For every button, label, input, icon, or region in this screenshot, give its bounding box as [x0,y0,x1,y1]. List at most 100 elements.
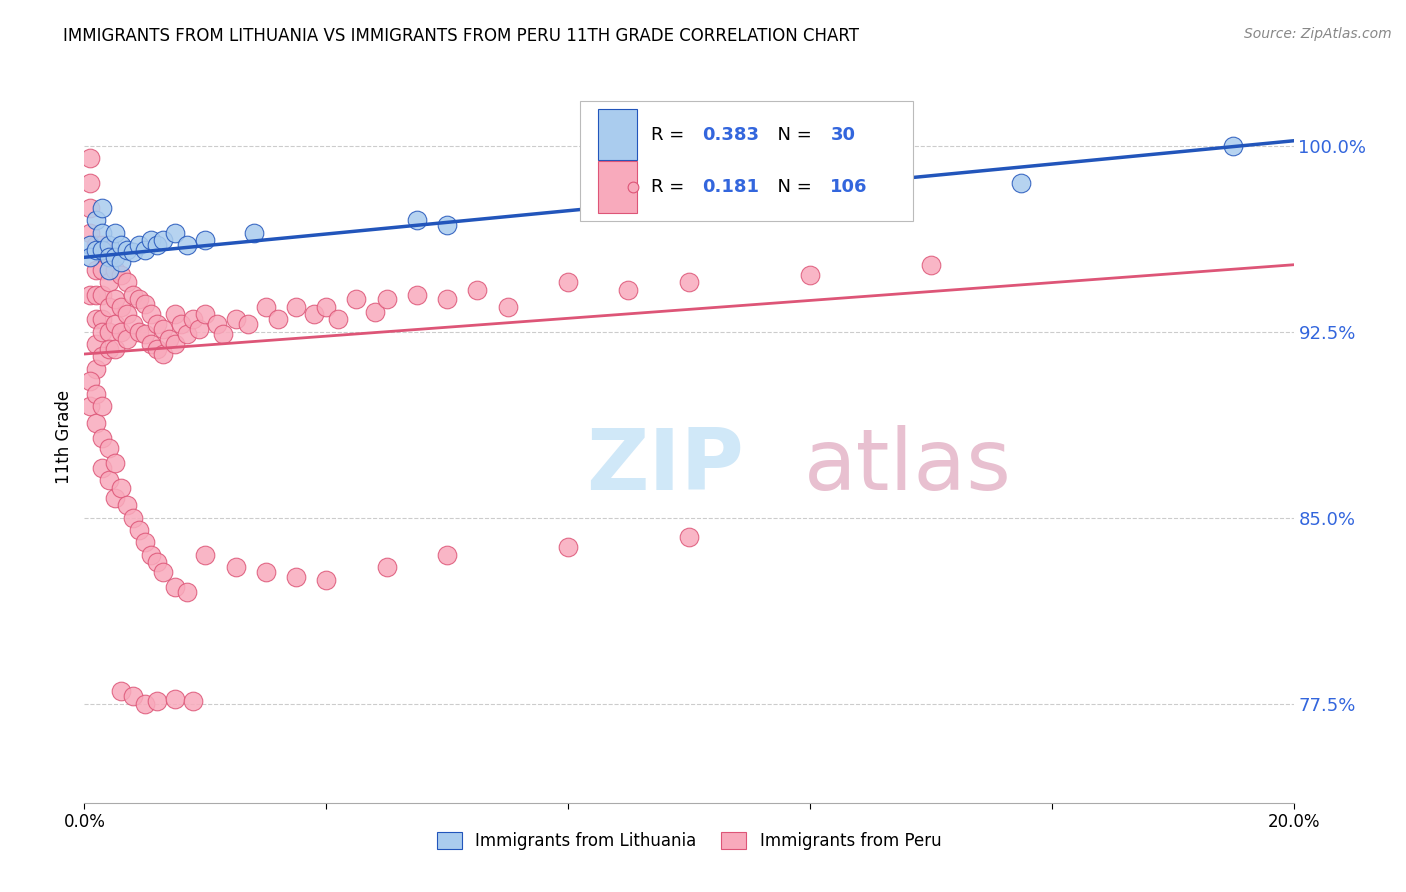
Point [1011,176,1033,190]
Point [110,684,132,698]
Point [139,548,162,562]
Point [152,565,174,579]
Point [134,697,156,711]
Point [121,689,143,703]
Point [267,312,290,326]
Point [207,318,229,332]
Point [110,268,132,282]
Point [165,337,187,351]
Point [97,250,120,264]
Point [110,238,132,252]
Point [115,332,138,346]
Point [678,275,700,289]
Point [104,491,127,505]
Point [79,226,101,240]
Point [146,555,169,569]
Point [104,226,127,240]
Point [1222,138,1244,153]
Point [152,347,174,361]
Point [176,585,198,599]
Point [79,287,101,301]
Y-axis label: 11th Grade: 11th Grade [55,390,73,484]
Point [236,318,259,332]
Point [406,213,429,227]
Point [110,300,132,314]
Point [79,238,101,252]
Point [678,531,700,545]
Point [110,255,132,269]
Point [86,337,108,351]
Point [165,226,187,240]
Point [97,325,120,339]
Point [86,238,108,252]
Point [363,305,385,319]
Point [181,694,204,708]
Point [128,238,150,252]
Text: N =: N = [766,178,818,196]
Point [134,243,156,257]
Point [139,337,162,351]
Point [86,417,108,431]
Text: 0.383: 0.383 [702,126,759,144]
Point [86,362,108,376]
Text: atlas: atlas [804,425,1012,508]
Point [79,399,101,413]
Point [799,194,821,208]
Point [86,262,108,277]
Point [121,318,143,332]
Text: 30: 30 [831,126,855,144]
Point [157,332,180,346]
Point [212,327,235,342]
Point [97,342,120,356]
Text: 0.181: 0.181 [702,178,759,196]
Point [557,275,579,289]
Point [375,293,398,307]
Point [496,300,519,314]
Point [91,325,114,339]
Point [91,431,114,445]
Point [134,327,156,342]
Point [146,238,169,252]
Point [104,262,127,277]
Text: R =: R = [651,178,690,196]
Text: ZIP: ZIP [586,425,744,508]
Point [97,250,120,264]
FancyBboxPatch shape [581,101,912,221]
Point [121,510,143,524]
Point [110,481,132,495]
Point [115,307,138,321]
Point [285,300,308,314]
Point [557,541,579,555]
Point [436,218,458,232]
Point [152,322,174,336]
Point [176,327,198,342]
Point [91,238,114,252]
Point [146,694,169,708]
Point [146,342,169,356]
Point [79,201,101,215]
Point [799,268,821,282]
Point [436,548,458,562]
Bar [599,161,637,212]
Point [188,322,211,336]
Legend: Immigrants from Lithuania, Immigrants from Peru: Immigrants from Lithuania, Immigrants fr… [430,825,948,856]
Point [115,275,138,289]
Text: 106: 106 [831,178,868,196]
Point [86,386,108,401]
Point [254,565,277,579]
Point [91,201,114,215]
Point [121,287,143,301]
Point [134,297,156,311]
Point [128,325,150,339]
Point [110,325,132,339]
Point [920,258,942,272]
Point [315,300,337,314]
Point [165,691,187,706]
Point [225,312,247,326]
Point [79,176,101,190]
Bar [599,110,637,161]
Point [91,262,114,277]
Point [165,580,187,594]
Point [79,374,101,388]
Point [97,300,120,314]
